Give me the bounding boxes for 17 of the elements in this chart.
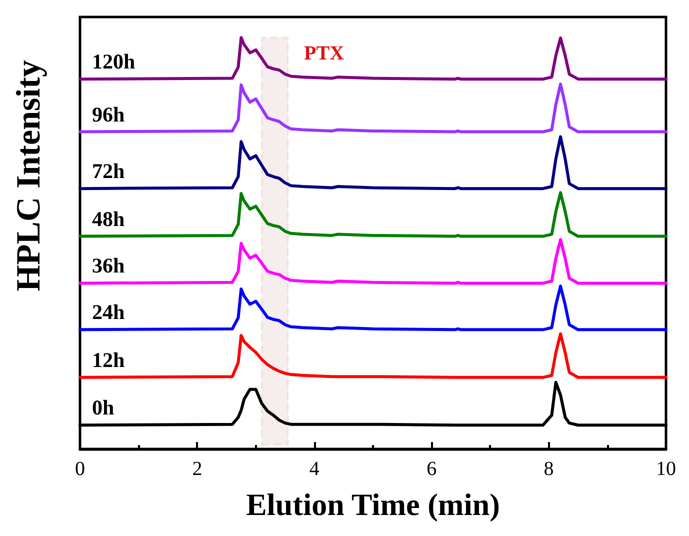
series-label: 72h: [92, 159, 125, 184]
series-label: 12h: [92, 348, 125, 372]
x-tick-label: 4: [309, 458, 320, 480]
x-tick-label: 2: [192, 458, 202, 480]
x-tick-label: 0: [75, 458, 85, 480]
series-label: 96h: [92, 102, 125, 126]
x-tick-label: 6: [426, 458, 437, 480]
band-label: PTX: [304, 42, 345, 65]
x-tick-label: 10: [656, 458, 676, 480]
x-axis-title: Elution Time (min): [246, 487, 500, 522]
series-label: 120h: [92, 50, 136, 74]
series-label: 0h: [92, 396, 114, 420]
y-axis-title: HPLC Intensity: [10, 60, 48, 292]
x-tick-label: 8: [544, 458, 554, 480]
series-label: 24h: [92, 300, 125, 324]
series-label: 48h: [92, 206, 125, 231]
series-label: 36h: [92, 254, 125, 278]
